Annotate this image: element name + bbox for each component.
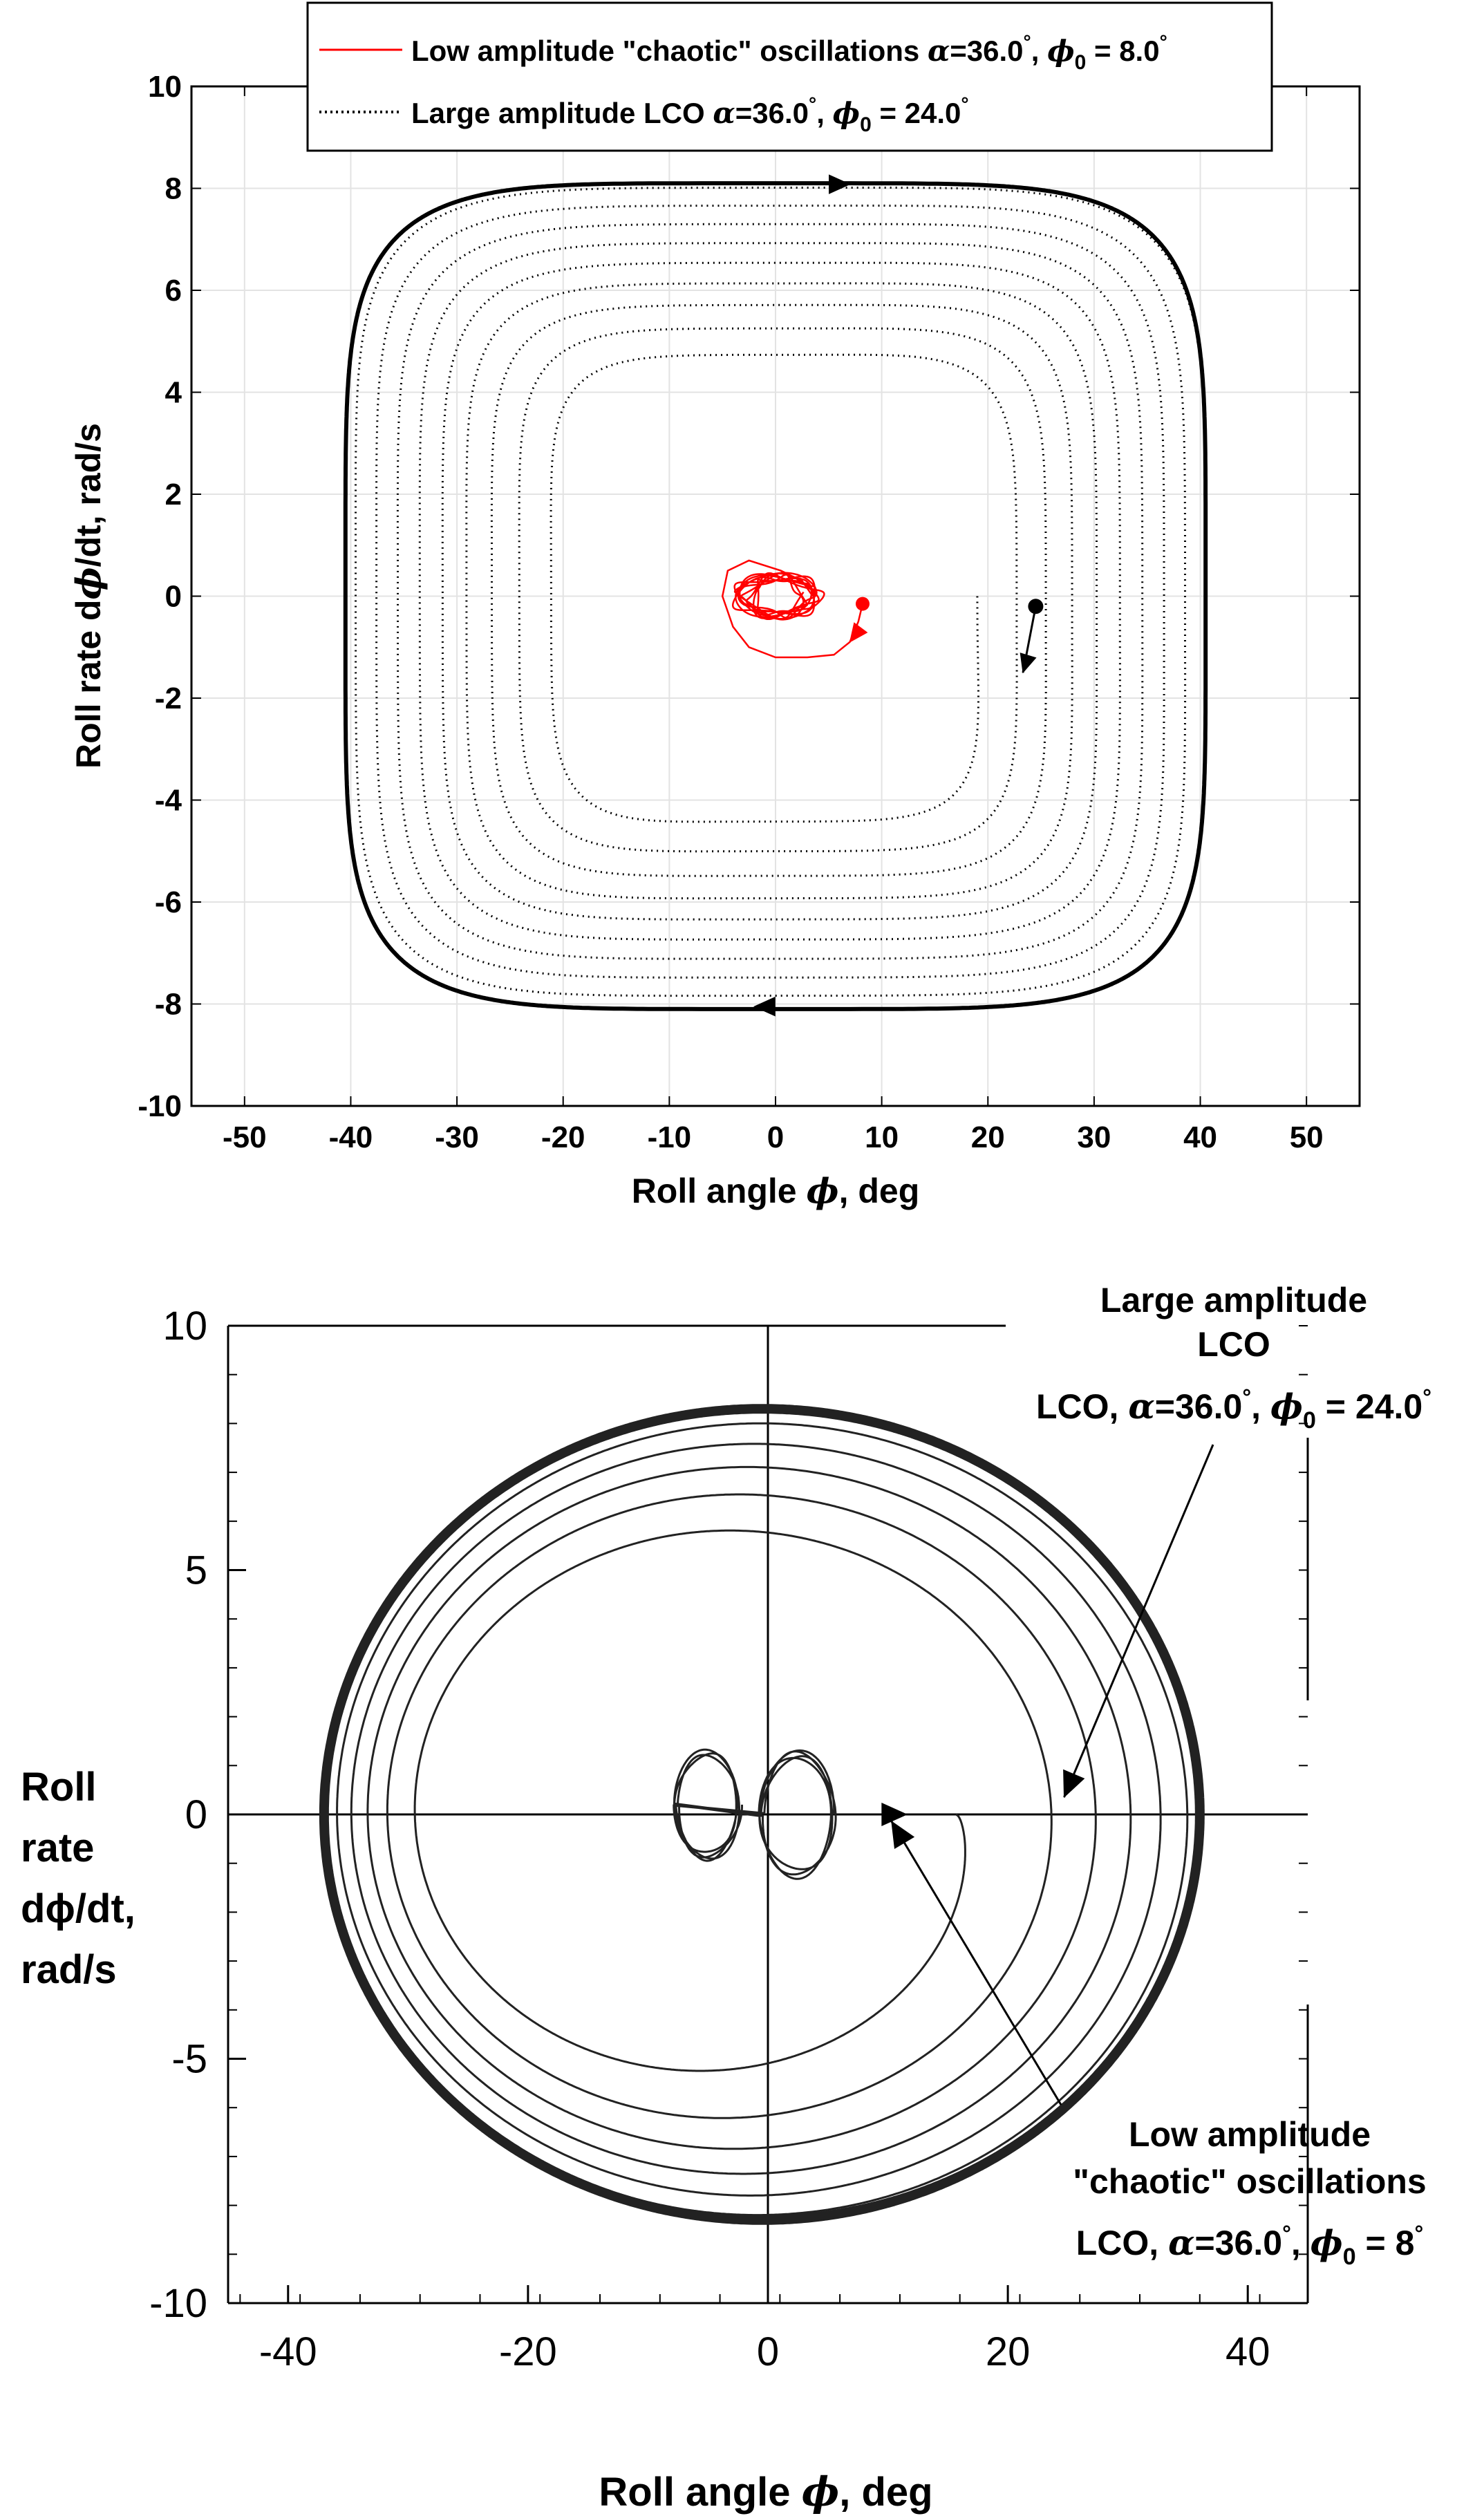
bottom-y-axis-label-4: rad/s (21, 1947, 117, 1992)
bottom-series (319, 1404, 1214, 2225)
chaotic-start-point (855, 597, 870, 611)
y-tick-label: -4 (155, 784, 182, 818)
y-tick-label: -2 (155, 682, 182, 715)
lco-limit-cycle (343, 181, 1208, 1011)
top-grid (191, 86, 1360, 1107)
top-x-axis-label: Roll angle ϕ, deg (632, 1170, 920, 1211)
x-tick-label: 0 (757, 2329, 779, 2374)
annotation-large-lco-arrow-head (1063, 1769, 1085, 1799)
x-tick-label: -40 (259, 2329, 317, 2374)
top-series (343, 174, 1208, 1017)
y-tick-label: 5 (185, 1548, 207, 1593)
chaotic-start-arrow (881, 1803, 908, 1826)
legend-entry-chaotic: Low amplitude "chaotic" oscillations α=3… (411, 31, 1167, 74)
x-tick-label: 40 (1183, 1120, 1217, 1154)
chaotic-trajectory (721, 559, 864, 659)
bottom-tick-labels: -40 -20 0 20 40 -10 -5 0 5 10 (149, 1304, 1270, 2374)
y-tick-label: 0 (165, 580, 182, 614)
top-y-axis-label: Roll rate dϕ/dt, rad/s (68, 423, 109, 769)
annotation-chaotic-arrow-head (891, 1820, 915, 1850)
top-chart: -50 -40 -30 -20 -10 0 10 20 30 40 50-10-8-6-4-2024… (68, 1, 1361, 1211)
y-tick-label: 2 (165, 478, 182, 511)
y-tick-label: 10 (162, 1304, 207, 1349)
x-tick-label: -50 (223, 1120, 267, 1154)
annotation-large-lco-arrow-line (1063, 1444, 1214, 1798)
y-tick-label: 6 (165, 274, 182, 308)
lco-spiral-trajectory (355, 187, 1207, 997)
lco-start-arrow-head (1020, 653, 1037, 674)
x-tick-label: -30 (435, 1120, 479, 1154)
x-tick-label: -20 (541, 1120, 585, 1154)
bottom-x-axis-label: Roll angle ϕ, deg (599, 2468, 932, 2515)
y-tick-label: -10 (149, 2281, 207, 2326)
y-tick-label: 4 (165, 376, 182, 410)
chaotic-start-arrow (849, 622, 868, 643)
x-tick-label: 40 (1225, 2329, 1270, 2374)
annotation-large-lco: Large amplitude LCO LCO, α=36.0°, ϕ0 = 2… (1036, 1281, 1431, 1434)
x-tick-label: 0 (767, 1120, 784, 1154)
annotation-large-lco-line2: LCO (1197, 1325, 1270, 1364)
lco-limit-cycle (319, 1404, 1205, 2225)
y-tick-label: -5 (171, 2037, 207, 2082)
y-tick-label: -6 (155, 885, 182, 919)
bottom-axes-frame (227, 1324, 1309, 2304)
bottom-y-axis-label-1: Roll (21, 1765, 97, 1810)
x-tick-label: -20 (499, 2329, 557, 2374)
y-tick-label: 10 (148, 70, 182, 104)
annotation-large-lco-line1: Large amplitude (1100, 1281, 1367, 1320)
lco-spiral-trajectory (323, 1422, 1189, 2217)
annotation-chaotic-line2: "chaotic" oscillations (1073, 2162, 1426, 2201)
x-tick-label: 30 (1077, 1120, 1111, 1154)
top-tick-labels: -50 -40 -30 -20 -10 0 10 20 30 40 50-10-8-6-4-2024… (138, 70, 1323, 1154)
y-tick-label: 8 (165, 172, 182, 206)
bottom-y-axis-label-2: rate (21, 1825, 94, 1870)
x-tick-label: 20 (971, 1120, 1005, 1154)
x-tick-label: 50 (1290, 1120, 1324, 1154)
bottom-y-axis-label-3: dϕ/dt, (21, 1886, 135, 1931)
y-tick-label: -10 (138, 1089, 182, 1123)
annotation-chaotic-formula: LCO, α=36.0°, ϕ0 = 8° (1076, 2221, 1424, 2270)
lco-direction-arrow-bottom (753, 996, 776, 1017)
legend-entry-lco: Large amplitude LCO α=36.0°, ϕ0 = 24.0° (411, 93, 969, 136)
x-tick-label: 10 (865, 1120, 899, 1154)
y-tick-label: -8 (155, 988, 182, 1022)
y-tick-label: 0 (185, 1792, 207, 1837)
annotation-large-lco-formula: LCO, α=36.0°, ϕ0 = 24.0° (1036, 1384, 1431, 1434)
bottom-chart: -40 -20 0 20 40 -10 -5 0 5 10 Large amplitude LCO… (21, 1281, 1431, 2515)
x-tick-label: 20 (986, 2329, 1031, 2374)
chaotic-trajectory (673, 1748, 837, 1880)
lco-direction-arrow-top (829, 174, 851, 194)
annotation-chaotic-arrow-line (890, 1821, 1062, 2105)
x-tick-label: -10 (648, 1120, 692, 1154)
legend-box (306, 1, 1273, 152)
annotation-chaotic: Low amplitude "chaotic" oscillations LCO… (1073, 2115, 1426, 2270)
x-tick-label: -40 (329, 1120, 373, 1154)
annotation-chaotic-line1: Low amplitude (1129, 2115, 1371, 2154)
top-legend: Low amplitude "chaotic" oscillations α=3… (306, 1, 1273, 152)
